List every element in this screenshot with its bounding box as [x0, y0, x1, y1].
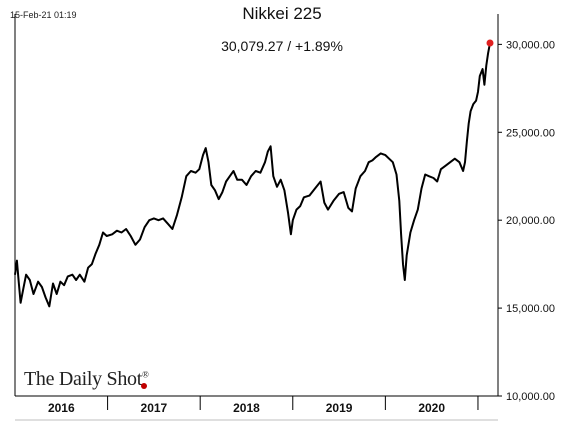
x-tick-label: 2018 [233, 401, 260, 415]
chart-title: Nikkei 225 [242, 4, 322, 23]
x-tick-label: 2019 [326, 401, 353, 415]
timestamp: 15-Feb-21 01:19 [10, 10, 77, 20]
x-tick-label: 2016 [48, 401, 75, 415]
axes [14, 14, 502, 421]
y-tick-label: 10,000.00 [506, 391, 555, 403]
y-tick-label: 30,000.00 [506, 39, 555, 51]
watermark-logo: The Daily Shot® [24, 368, 149, 391]
tick-labels: 10,000.00 15,000.00 20,000.00 25,000.00 30,0… [48, 39, 555, 415]
watermark-text: The Daily Shot [24, 368, 143, 390]
series-group [14, 39, 494, 308]
y-tick-label: 25,000.00 [506, 127, 555, 139]
watermark-registered-mark: ® [142, 369, 149, 380]
y-tick-label: 20,000.00 [506, 215, 555, 227]
y-tick-label: 15,000.00 [506, 303, 555, 315]
chart-subtitle: 30,079.27 / +1.89% [221, 38, 343, 54]
watermark-dot [141, 383, 147, 389]
x-tick-label: 2020 [418, 401, 445, 415]
last-value-marker [486, 39, 494, 47]
x-tick-label: 2017 [141, 401, 168, 415]
series-line-nikkei [14, 42, 491, 308]
